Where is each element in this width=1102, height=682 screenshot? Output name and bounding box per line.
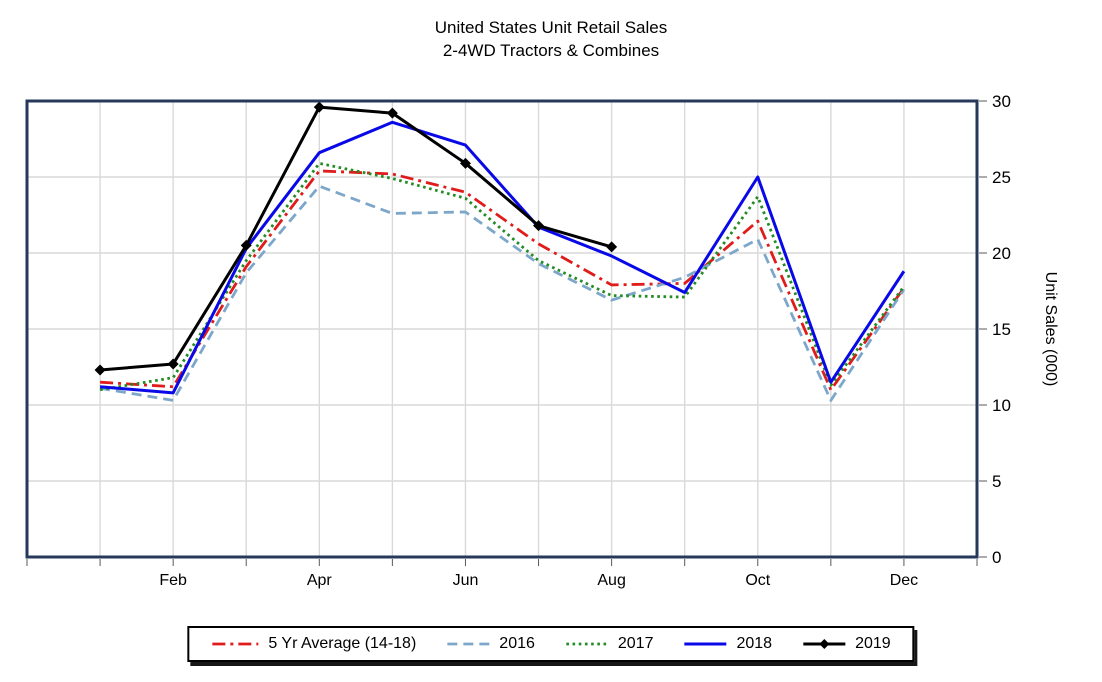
legend-line-sample-icon: [212, 642, 259, 646]
x-axis-label: Dec: [890, 572, 918, 589]
gridlines: [27, 101, 977, 557]
legend-label: 2019: [855, 635, 891, 652]
diamond-marker: [94, 364, 106, 376]
diamond-marker: [459, 157, 471, 169]
y-axis-label: 20: [992, 244, 1011, 263]
diamond-marker: [533, 220, 545, 232]
legend-line-sample-icon: [803, 639, 846, 649]
series-line: [99, 161, 906, 392]
x-axis-labels: Feb Apr Jun Aug Oct Dec: [159, 572, 918, 589]
y-axis-label: 10: [992, 396, 1011, 415]
legend-item-2017: 2017: [565, 635, 654, 653]
x-axis-label: Apr: [307, 572, 333, 589]
legend-label: 2017: [617, 635, 654, 652]
series-line: [99, 120, 906, 395]
series-line: [99, 169, 906, 392]
chart-title-line2: 2-4WD Tractors & Combines: [442, 41, 660, 60]
y-axis-label: 0: [992, 548, 1001, 567]
legend-item-2019: 2019: [802, 635, 891, 653]
diamond-marker: [240, 239, 252, 251]
series-5-yr-average-14-18-: [99, 169, 906, 392]
series-2017: [99, 161, 906, 392]
series-2019: [94, 101, 618, 376]
series-line: [99, 105, 613, 372]
chart-title-line1: United States Unit Retail Sales: [434, 18, 668, 37]
chart-title: United States Unit Retail Sales 2-4WD Tr…: [0, 16, 1102, 62]
diamond-marker: [313, 101, 325, 113]
x-axis-label: Oct: [745, 572, 770, 589]
legend-line-sample-icon: [565, 642, 608, 646]
series-line: [99, 184, 906, 402]
chart-legend: 5 Yr Average (14-18) 2016 2017 2018 2019: [187, 626, 915, 662]
y-axis-label: 5: [992, 472, 1001, 491]
y-axis-title: Unit Sales (000): [1042, 272, 1059, 387]
legend-label: 5 Yr Average (14-18): [268, 635, 417, 652]
y-axis-label: 25: [992, 168, 1011, 187]
x-axis-label: Aug: [597, 572, 625, 589]
x-axis-label: Feb: [159, 572, 187, 589]
diamond-marker: [167, 358, 179, 370]
legend-label: 2016: [499, 635, 535, 652]
legend-diamond-marker: [819, 639, 830, 649]
y-axis-label: 30: [992, 92, 1011, 111]
legend-line-sample-icon: [447, 642, 490, 646]
plot-frame: [25, 99, 979, 559]
axis-ticks: [26, 100, 987, 566]
legend-line-sample-icon: [684, 642, 727, 646]
series-2018: [99, 120, 906, 395]
y-axis-labels: 0 5 10 15 20 25 30: [992, 92, 1011, 567]
legend-item-5yr-average: 5 Yr Average (14-18): [211, 635, 416, 653]
diamond-marker: [606, 241, 618, 253]
legend-item-2018: 2018: [683, 635, 772, 653]
series-2016: [99, 184, 906, 402]
x-axis-label: Jun: [453, 572, 479, 589]
legend-item-2016: 2016: [446, 635, 535, 653]
legend-label: 2018: [736, 635, 773, 652]
diamond-marker: [386, 107, 398, 119]
y-axis-label: 15: [992, 320, 1011, 339]
